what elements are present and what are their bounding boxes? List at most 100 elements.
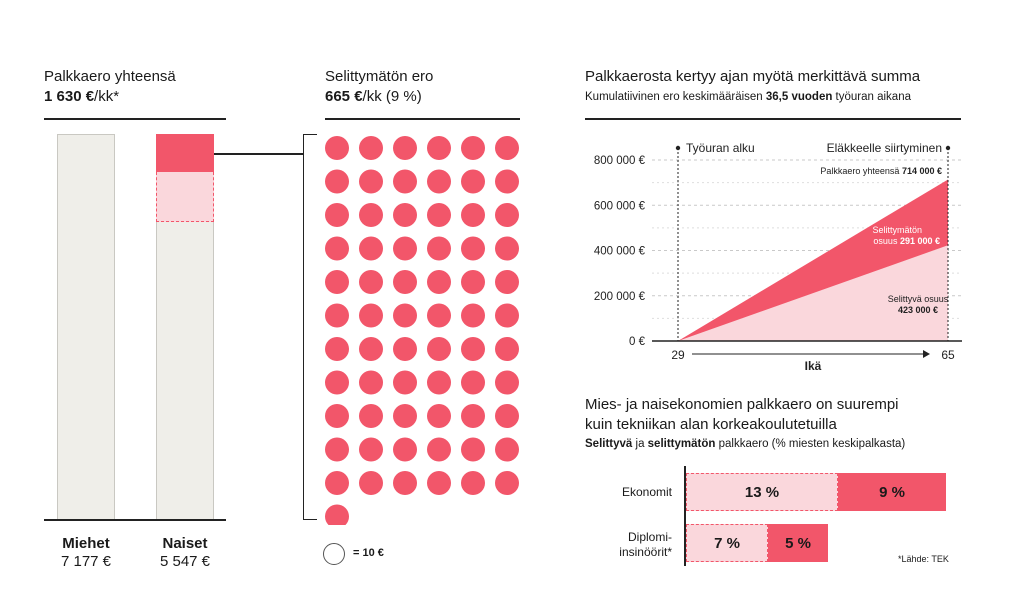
row2-unexplained-bar xyxy=(768,524,828,562)
dot-28 xyxy=(427,270,451,294)
dot-59 xyxy=(461,437,485,462)
dot-29 xyxy=(461,270,485,294)
dot-31 xyxy=(325,303,349,328)
unexplained-label-line2: osuus 291 000 € xyxy=(873,236,940,246)
dot-45 xyxy=(393,370,417,395)
dot-60 xyxy=(495,437,519,462)
dot-67 xyxy=(325,504,349,525)
dot-23 xyxy=(461,236,485,261)
panel1-title: Palkkaero yhteensä xyxy=(44,68,176,85)
y-tick-label: 800 000 € xyxy=(594,155,646,167)
women-value: 5 547 € xyxy=(159,553,211,570)
row2-unexplained-value: 5 % xyxy=(785,535,811,552)
panel1-value-unit: /kk* xyxy=(94,88,120,105)
dot-9 xyxy=(393,169,417,194)
dot-30 xyxy=(495,270,519,294)
panel4-subtitle: Selittyvä ja selittymätön palkkaero (% m… xyxy=(585,438,905,450)
dot-44 xyxy=(359,370,383,395)
panel2-value: 665 €/kk (9 %) xyxy=(325,88,422,105)
explained-label-line2: 423 000 € xyxy=(898,305,938,315)
row1-label: Ekonomit xyxy=(621,485,672,499)
panel2-title: Selittymätön ero xyxy=(325,68,434,85)
panel3-title: Palkkaerosta kertyy ajan myötä merkittäv… xyxy=(585,68,921,85)
dot-43 xyxy=(325,370,349,395)
panel3-subtitle-bold: 36,5 vuoden xyxy=(765,91,833,103)
dot-27 xyxy=(393,270,417,294)
dot-12 xyxy=(495,169,519,194)
unexplained-label-line1: Selittymätön xyxy=(872,225,922,235)
area-chart: 0 € 200 000 € 400 000 € 600 000 € 800 000 € T… xyxy=(594,141,962,373)
source-note: *Lähde: TEK xyxy=(898,554,949,564)
dot-2 xyxy=(359,136,383,160)
x-tick-29: 29 xyxy=(671,348,685,362)
panel3-subtitle: Kumulatiivinen ero keskimääräisen 36,5 v… xyxy=(585,91,911,103)
dot-5 xyxy=(461,136,485,160)
unexplained-area xyxy=(678,179,948,341)
panel4-title-line1: Mies- ja naisekonomien palkkaero on suur… xyxy=(585,396,899,413)
dot-16 xyxy=(427,203,451,227)
dot-1 xyxy=(325,136,349,160)
dot-42 xyxy=(495,337,519,361)
panel4-sub-b1: Selittyvä xyxy=(585,438,633,450)
women-bar-explained-gap xyxy=(156,172,214,222)
connector-line xyxy=(214,153,304,155)
panel4-title-line2: kuin tekniikan alan korkeakoulutetuilla xyxy=(585,416,837,433)
dot-10 xyxy=(427,169,451,194)
dot-4 xyxy=(427,136,451,160)
panel1-value: 1 630 €/kk* xyxy=(44,88,119,105)
panel4-sub-post: palkkaero (% miesten keskipalkasta) xyxy=(715,438,906,450)
dot-33 xyxy=(393,303,417,328)
unexplained-label-text: osuus xyxy=(873,236,900,246)
x-arrow-head xyxy=(923,350,930,358)
women-bar-unexplained-gap xyxy=(156,134,214,172)
dot-6 xyxy=(495,136,519,160)
panel1-bottom-rule xyxy=(44,519,226,521)
dot-25 xyxy=(325,270,349,294)
dot-21 xyxy=(393,236,417,261)
panel4-sub-b2: selittymätön xyxy=(647,438,716,450)
panel1-top-rule xyxy=(44,118,226,120)
total-label: Palkkaero yhteensä 714 000 € xyxy=(820,166,942,176)
row1-unexplained-value: 9 % xyxy=(879,484,905,501)
dot-24 xyxy=(495,236,519,261)
dots-bracket xyxy=(303,134,317,520)
dots-grid xyxy=(325,136,519,525)
dot-54 xyxy=(495,404,519,428)
dot-3 xyxy=(393,136,417,160)
panel2-value-unit: /kk (9 %) xyxy=(362,88,422,105)
dot-65 xyxy=(461,471,485,495)
dot-17 xyxy=(461,203,485,227)
panel3-top-rule xyxy=(585,118,961,120)
panel4-sub-mid: ja xyxy=(632,438,648,450)
start-label: Työuran alku xyxy=(686,141,755,155)
start-marker xyxy=(675,145,681,151)
dot-11 xyxy=(461,169,485,194)
dot-7 xyxy=(325,169,349,194)
x-axis-label: Ikä xyxy=(805,359,822,373)
dot-36 xyxy=(495,303,519,328)
row1-unexplained-bar xyxy=(838,473,946,511)
dot-51 xyxy=(393,404,417,428)
panel3-subtitle-pre: Kumulatiivinen ero keskimääräisen xyxy=(585,91,766,103)
dot-20 xyxy=(359,236,383,261)
dot-58 xyxy=(427,437,451,462)
men-bar xyxy=(57,134,115,520)
y-tick-label: 200 000 € xyxy=(594,291,646,303)
dot-19 xyxy=(325,236,349,261)
dot-61 xyxy=(325,471,349,495)
y-tick-label: 400 000 € xyxy=(594,246,646,258)
row2-explained-bar xyxy=(686,524,768,562)
panel1-value-bold: 1 630 € xyxy=(44,88,95,105)
y-tick-label: 0 € xyxy=(629,336,646,348)
dot-35 xyxy=(461,303,485,328)
dot-62 xyxy=(359,471,383,495)
dot-55 xyxy=(325,437,349,462)
dot-8 xyxy=(359,169,383,194)
dot-39 xyxy=(393,337,417,361)
dot-40 xyxy=(427,337,451,361)
men-label: Miehet xyxy=(62,535,110,552)
total-label-value: 714 000 € xyxy=(902,166,942,176)
hbar-axis xyxy=(684,466,686,566)
dot-32 xyxy=(359,303,383,328)
row2-label-line1: Diplomi- xyxy=(627,530,672,544)
